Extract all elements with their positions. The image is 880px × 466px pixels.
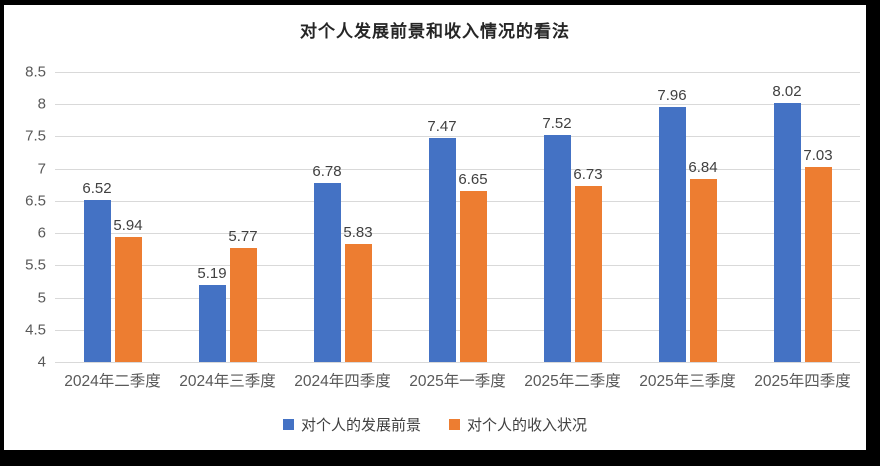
bar: 5.77 xyxy=(228,228,258,362)
gridline xyxy=(55,233,860,235)
bar: 6.73 xyxy=(573,166,603,362)
x-tick-label: 2024年二季度 xyxy=(64,373,161,390)
bar-group: 7.96 6.84 xyxy=(630,72,745,362)
bar-group: 8.02 7.03 xyxy=(745,72,860,362)
bar-data-label: 6.78 xyxy=(312,162,342,180)
plot-area: 8.5 8 7.5 7 6.5 6 5.5 5 4.5 4 6.52 5.94 5.19 5.77 6.7… xyxy=(25,65,860,390)
bar-group: 6.52 5.94 xyxy=(55,72,170,362)
bar-data-label: 8.02 xyxy=(772,82,802,100)
bar-data-label: 5.77 xyxy=(228,227,258,245)
bar-group: 7.52 6.73 xyxy=(515,72,630,362)
y-tick-label: 7 xyxy=(37,160,46,178)
bar-group: 6.78 5.83 xyxy=(285,72,400,362)
gridline xyxy=(55,265,860,267)
x-tick-label: 2024年四季度 xyxy=(294,373,391,390)
bar-data-label: 5.83 xyxy=(343,224,373,242)
bar: 6.78 xyxy=(312,163,342,362)
bar-data-label: 5.94 xyxy=(113,217,143,234)
x-tick-label: 2025年四季度 xyxy=(754,373,851,390)
x-tick-label: 2025年三季度 xyxy=(639,373,736,390)
legend-label: 对个人的发展前景 xyxy=(300,417,421,434)
y-tick-label: 4.5 xyxy=(25,321,46,339)
chart-title: 对个人发展前景和收入情况的看法 xyxy=(300,22,570,42)
chart-canvas: 对个人发展前景和收入情况的看法 8.5 8 7.5 7 6.5 6 5.5 5 4.5 4 6.5… xyxy=(4,5,866,450)
bars-layer: 6.52 5.94 5.19 5.77 6.78 5.83 7.47 6.65 7.52 6.73… xyxy=(55,72,860,362)
gridline xyxy=(55,104,860,106)
y-tick-label: 8 xyxy=(37,95,46,113)
y-tick-label: 5.5 xyxy=(25,256,46,274)
gridline xyxy=(55,136,860,138)
legend-item: 对个人的收入状况 xyxy=(449,414,587,435)
bar: 5.83 xyxy=(343,224,373,362)
gridline xyxy=(55,200,860,202)
y-tick-label: 5 xyxy=(37,289,46,307)
bar-data-label: 7.47 xyxy=(427,118,457,136)
bar: 6.65 xyxy=(458,171,488,362)
bar-group: 5.19 5.77 xyxy=(170,72,285,362)
bar: 7.96 xyxy=(657,87,687,362)
legend-item: 对个人的发展前景 xyxy=(282,414,421,435)
x-tick-label: 2024年三季度 xyxy=(179,373,276,390)
bar-data-label: 7.96 xyxy=(657,86,687,104)
y-tick-label: 4 xyxy=(37,353,46,371)
bar-group: 7.47 6.65 xyxy=(400,72,515,362)
y-tick-label: 8.5 xyxy=(25,63,46,81)
gridline xyxy=(55,329,860,331)
gridline xyxy=(55,297,860,299)
x-tick-label: 2025年二季度 xyxy=(524,373,621,390)
bar-data-label: 6.65 xyxy=(458,171,488,189)
gridline xyxy=(55,362,860,363)
bar: 5.19 xyxy=(197,265,227,362)
x-tick-label: 2025年一季度 xyxy=(409,373,506,390)
y-tick-label: 6 xyxy=(37,224,46,242)
gridline xyxy=(55,168,860,170)
bar-data-label: 7.52 xyxy=(542,115,572,133)
bar-data-label: 5.19 xyxy=(197,265,227,283)
bar: 6.52 xyxy=(82,180,112,362)
legend-label: 对个人的收入状况 xyxy=(467,417,588,434)
bar: 7.52 xyxy=(542,115,572,362)
bar-data-label: 6.73 xyxy=(573,166,603,184)
y-tick-label: 6.5 xyxy=(25,192,46,210)
bar: 7.47 xyxy=(427,118,457,362)
y-tick-label: 7.5 xyxy=(25,127,46,145)
gridline xyxy=(55,72,860,73)
legend-swatch-icon xyxy=(449,419,460,430)
bar-data-label: 7.03 xyxy=(803,146,833,164)
bar-data-label: 6.84 xyxy=(688,159,718,176)
bar: 5.94 xyxy=(113,217,143,362)
bar: 8.02 xyxy=(772,83,802,362)
legend: 对个人的发展前景 对个人的收入状况 xyxy=(4,414,866,435)
bar: 7.03 xyxy=(803,147,833,362)
x-axis: 2024年二季度 2024年三季度 2024年四季度 2025年一季度 2025年二季度… xyxy=(55,369,860,391)
bar-data-label: 6.52 xyxy=(82,179,112,197)
bar: 6.84 xyxy=(688,159,718,362)
legend-swatch-icon xyxy=(282,419,294,430)
